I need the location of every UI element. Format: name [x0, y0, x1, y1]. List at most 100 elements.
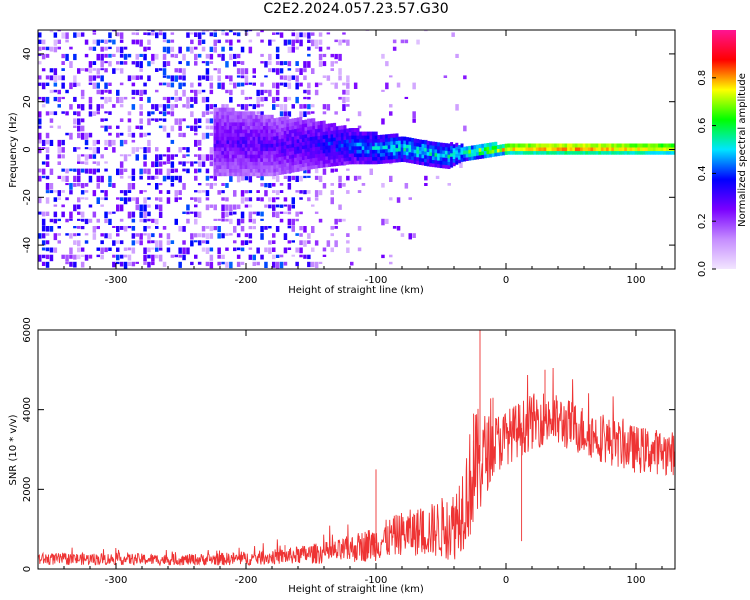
- spectrogram-trace-cell: [320, 135, 324, 140]
- spectrogram-cell: [412, 82, 416, 90]
- spectrogram-cell: [41, 168, 46, 175]
- spectrogram-cell: [201, 161, 206, 167]
- spectrogram-trace-cell: [281, 134, 285, 139]
- spectrogram-cell: [100, 89, 104, 95]
- spectrogram-trace-cell: [247, 165, 251, 169]
- spectrogram-trace-cell: [312, 147, 316, 151]
- spectrogram-trace-cell: [561, 143, 565, 148]
- spectrogram-cell: [369, 168, 373, 175]
- spectrogram-trace-cell: [478, 147, 482, 152]
- spectrogram-trace-cell: [593, 143, 597, 148]
- spectrogram-cell: [252, 211, 256, 215]
- spectrogram-cell: [112, 261, 116, 268]
- spectrogram-cell: [260, 254, 264, 260]
- spectrogram-trace-cell: [587, 150, 591, 155]
- spectrogram-trace-cell: [249, 111, 253, 116]
- spectrogram-trace-cell: [218, 157, 222, 162]
- spectrogram-trace-cell: [330, 141, 334, 146]
- spectrogram-trace-cell: [621, 150, 625, 155]
- spectrogram-trace-cell: [351, 135, 355, 140]
- spectrogram-cell: [182, 211, 186, 214]
- spectrogram-cell: [162, 175, 167, 182]
- spectrogram-cell: [287, 96, 292, 101]
- spectrogram-cell: [197, 118, 202, 123]
- spectrogram-trace-cell: [296, 131, 300, 136]
- spectrogram-trace-cell: [452, 158, 456, 163]
- spectrogram-trace-cell: [255, 172, 259, 177]
- spectrogram-cell: [174, 118, 178, 125]
- spectrogram-cell: [131, 226, 136, 231]
- spectrogram-cell: [334, 111, 338, 115]
- spectrogram-cell: [100, 53, 104, 61]
- spectrogram-trace-cell: [665, 147, 669, 152]
- spectrogram-cell: [108, 111, 112, 115]
- spectrogram-trace-cell: [476, 155, 480, 160]
- spectrogram-cell: [444, 25, 448, 28]
- spectrogram-cell: [264, 61, 268, 68]
- spectrogram-trace-cell: [229, 111, 233, 116]
- spectrogram-cell: [194, 132, 198, 136]
- spectrogram-cell: [158, 68, 163, 71]
- spectrogram-trace-cell: [244, 122, 248, 126]
- spectrogram-cell: [182, 247, 186, 255]
- spectrogram-cell: [170, 125, 175, 132]
- spectrogram-trace-cell: [595, 143, 599, 148]
- spectrogram-trace-cell: [606, 147, 610, 152]
- spectrogram-cell: [311, 226, 315, 233]
- spectrogram-trace-cell: [252, 125, 256, 130]
- spectrogram-trace-cell: [278, 149, 282, 154]
- spectrogram-cell: [112, 104, 116, 108]
- spectrogram-trace-cell: [309, 125, 313, 130]
- spectrogram-cell: [205, 30, 210, 32]
- spectrogram-trace-cell: [296, 167, 300, 172]
- spectrogram-cell: [240, 82, 245, 87]
- spectrogram-trace-cell: [216, 165, 220, 169]
- spectrogram-cell: [299, 111, 303, 118]
- spectrogram-trace-cell: [424, 151, 428, 156]
- spectrogram-trace-cell: [325, 127, 329, 132]
- spectrogram-trace-cell: [502, 147, 506, 152]
- spectrogram-cell: [338, 183, 342, 189]
- spectrogram-cell: [151, 104, 155, 110]
- spectrogram-trace-cell: [582, 147, 586, 152]
- spectrogram-trace-cell: [416, 149, 420, 154]
- spectrogram-trace-cell: [437, 160, 441, 165]
- spectrogram-cell: [233, 53, 237, 59]
- spectrogram-cell: [61, 68, 65, 71]
- spectrogram-trace-cell: [218, 107, 222, 112]
- spectrogram-trace-cell: [442, 164, 446, 169]
- spectrogram-trace-cell: [338, 125, 342, 130]
- spectrogram-trace-cell: [346, 146, 350, 151]
- spectrogram-trace-cell: [650, 147, 654, 152]
- spectrogram-trace-cell: [590, 150, 594, 155]
- spectrogram-trace-cell: [340, 161, 344, 166]
- spectrogram-trace-cell: [418, 157, 422, 162]
- spectrogram-y-tick-label: -40: [22, 237, 33, 253]
- spectrogram-cell: [127, 254, 132, 261]
- spectrogram-cell: [80, 261, 85, 268]
- spectrogram-cell: [205, 111, 210, 115]
- spectrogram-trace-cell: [637, 143, 641, 148]
- spectrogram-trace-cell: [216, 157, 220, 162]
- spectrogram-trace-cell: [221, 111, 225, 116]
- spectrogram-trace-cell: [236, 132, 240, 137]
- spectrogram-trace-cell: [260, 168, 264, 173]
- spectrogram-trace-cell: [268, 161, 272, 166]
- spectrogram-cell: [158, 82, 163, 86]
- spectrogram-cell: [92, 46, 97, 51]
- spectrogram-trace-cell: [379, 156, 383, 161]
- spectrogram-cell: [45, 233, 50, 236]
- spectrogram-cell: [127, 226, 132, 229]
- spectrogram-cell: [104, 25, 108, 27]
- spectrogram-cell: [69, 104, 73, 110]
- spectrogram-trace-cell: [567, 143, 571, 148]
- spectrogram-trace-cell: [502, 151, 506, 156]
- spectrogram-cell: [318, 218, 323, 223]
- spectrogram-cell: [174, 168, 178, 173]
- spectrogram-trace-cell: [379, 138, 383, 143]
- spectrogram-cell: [248, 39, 253, 43]
- spectrogram-trace-cell: [257, 132, 261, 137]
- spectrogram-cell: [279, 190, 284, 193]
- spectrogram-trace-cell: [489, 153, 493, 158]
- spectrogram-trace-cell: [322, 163, 326, 168]
